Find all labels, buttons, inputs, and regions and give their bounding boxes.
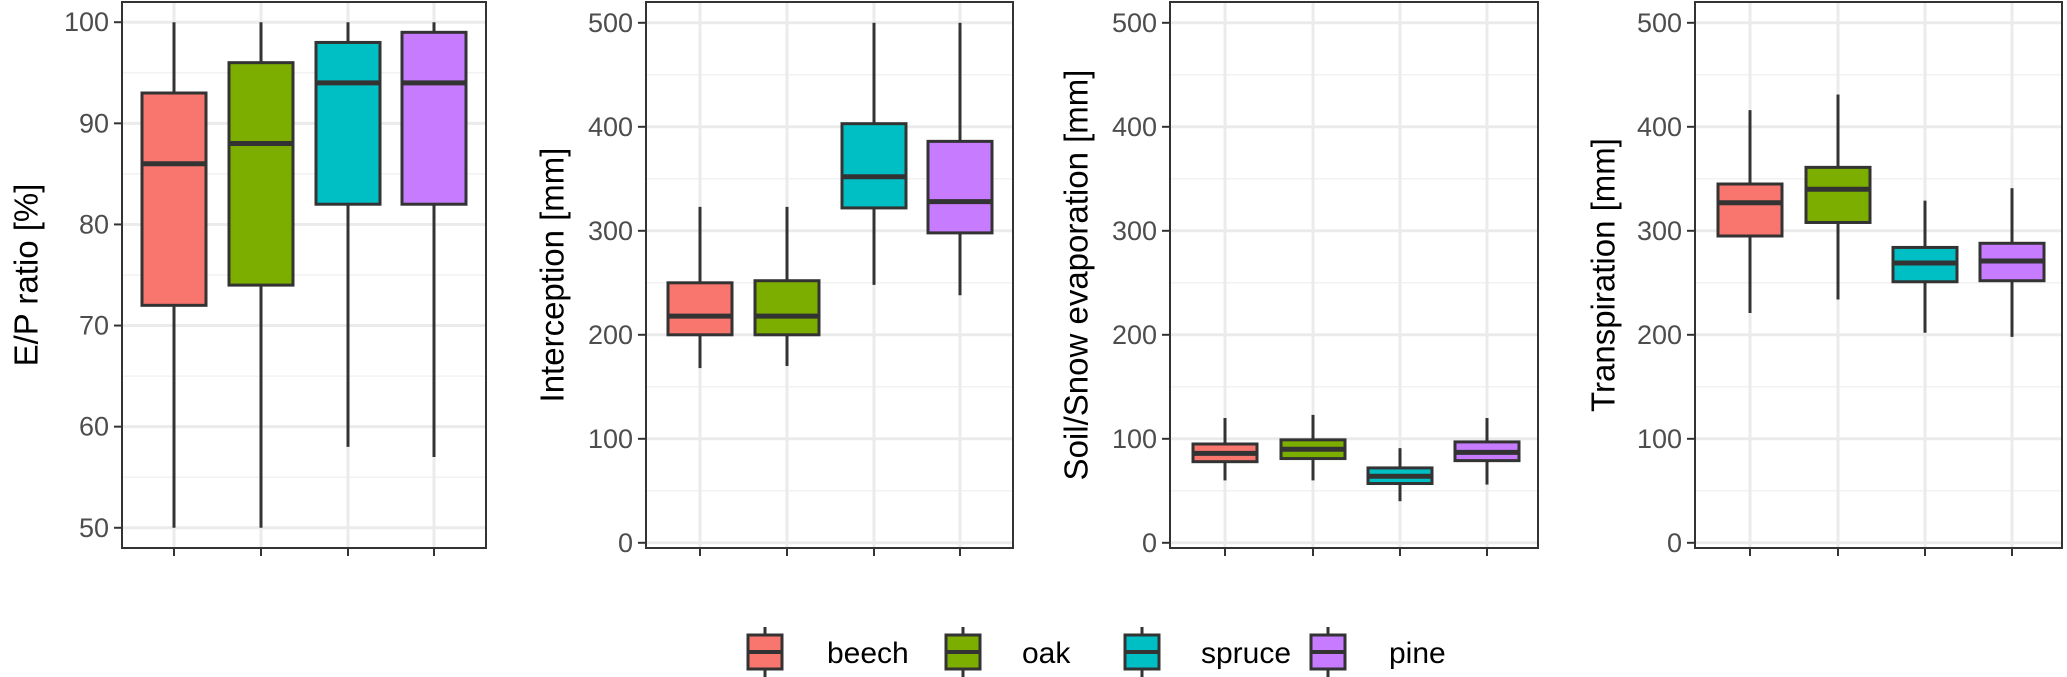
y-tick-label: 80 <box>79 209 109 239</box>
y-tick-label: 100 <box>1637 424 1682 454</box>
y-tick-label: 200 <box>1637 320 1682 350</box>
legend-label-spruce: spruce <box>1201 637 1291 670</box>
y-tick-label: 400 <box>1112 112 1157 142</box>
panel-border <box>1694 1 2063 549</box>
legend: beech oak spruce pine <box>746 627 1446 677</box>
legend-key-pine <box>1309 627 1347 677</box>
box-oak <box>753 279 821 337</box>
panel-2: 0 100 200 300 400 500 Interception [mm] <box>534 1 1014 558</box>
y-tick-label: 300 <box>588 216 633 246</box>
y-tick-label: 400 <box>588 112 633 142</box>
y-axis-title: Soil/Snow evaporation [mm] <box>1058 70 1095 481</box>
y-tick-label: 0 <box>1667 528 1682 558</box>
y-tick-label: 300 <box>1637 216 1682 246</box>
legend-label-pine: pine <box>1389 637 1446 670</box>
legend-key-beech <box>746 627 784 677</box>
y-tick-label: 500 <box>1112 8 1157 38</box>
y-tick-label: 300 <box>1112 216 1157 246</box>
panel-border <box>645 1 1014 549</box>
panel-border <box>121 1 487 549</box>
y-axis-title: Interception [mm] <box>534 148 571 403</box>
y-tick-label: 100 <box>588 424 633 454</box>
y-tick-label: 90 <box>79 108 109 138</box>
y-axis-title: E/P ratio [%] <box>8 184 45 367</box>
legend-label-oak: oak <box>1022 637 1071 670</box>
legend-label-beech: beech <box>827 637 909 670</box>
panel-border <box>1169 1 1539 549</box>
legend-key-spruce <box>1123 627 1161 677</box>
y-tick-label: 50 <box>79 513 109 543</box>
plot-background <box>646 2 1013 548</box>
y-tick-label: 0 <box>618 528 633 558</box>
y-tick-label: 500 <box>588 8 633 38</box>
box-oak <box>1804 165 1872 224</box>
box-pine <box>400 30 468 206</box>
panel-4: 0 100 200 300 400 500 Transpiration [mm] <box>1585 1 2063 558</box>
box-beech <box>140 91 208 307</box>
y-tick-label: 200 <box>588 320 633 350</box>
box-beech <box>1716 182 1784 238</box>
panel-3: 0 100 200 300 400 500 Soil/Snow evaporation [m… <box>1058 1 1539 558</box>
y-tick-label: 60 <box>79 412 109 442</box>
box-spruce <box>840 122 908 210</box>
y-axis-title: Transpiration [mm] <box>1585 138 1622 412</box>
box-spruce <box>314 40 382 206</box>
box-beech <box>666 281 734 337</box>
y-tick-label: 70 <box>79 311 109 341</box>
box-oak <box>227 61 295 287</box>
y-tick-label: 500 <box>1637 8 1682 38</box>
panel-1: 50 60 70 80 90 100 E/P ratio [%] <box>8 1 487 556</box>
y-tick-label: 400 <box>1637 112 1682 142</box>
y-tick-label: 100 <box>64 7 109 37</box>
box-pine <box>926 139 994 235</box>
y-tick-label: 200 <box>1112 320 1157 350</box>
y-tick-label: 100 <box>1112 424 1157 454</box>
legend-key-oak <box>944 627 982 677</box>
y-tick-label: 0 <box>1142 528 1157 558</box>
